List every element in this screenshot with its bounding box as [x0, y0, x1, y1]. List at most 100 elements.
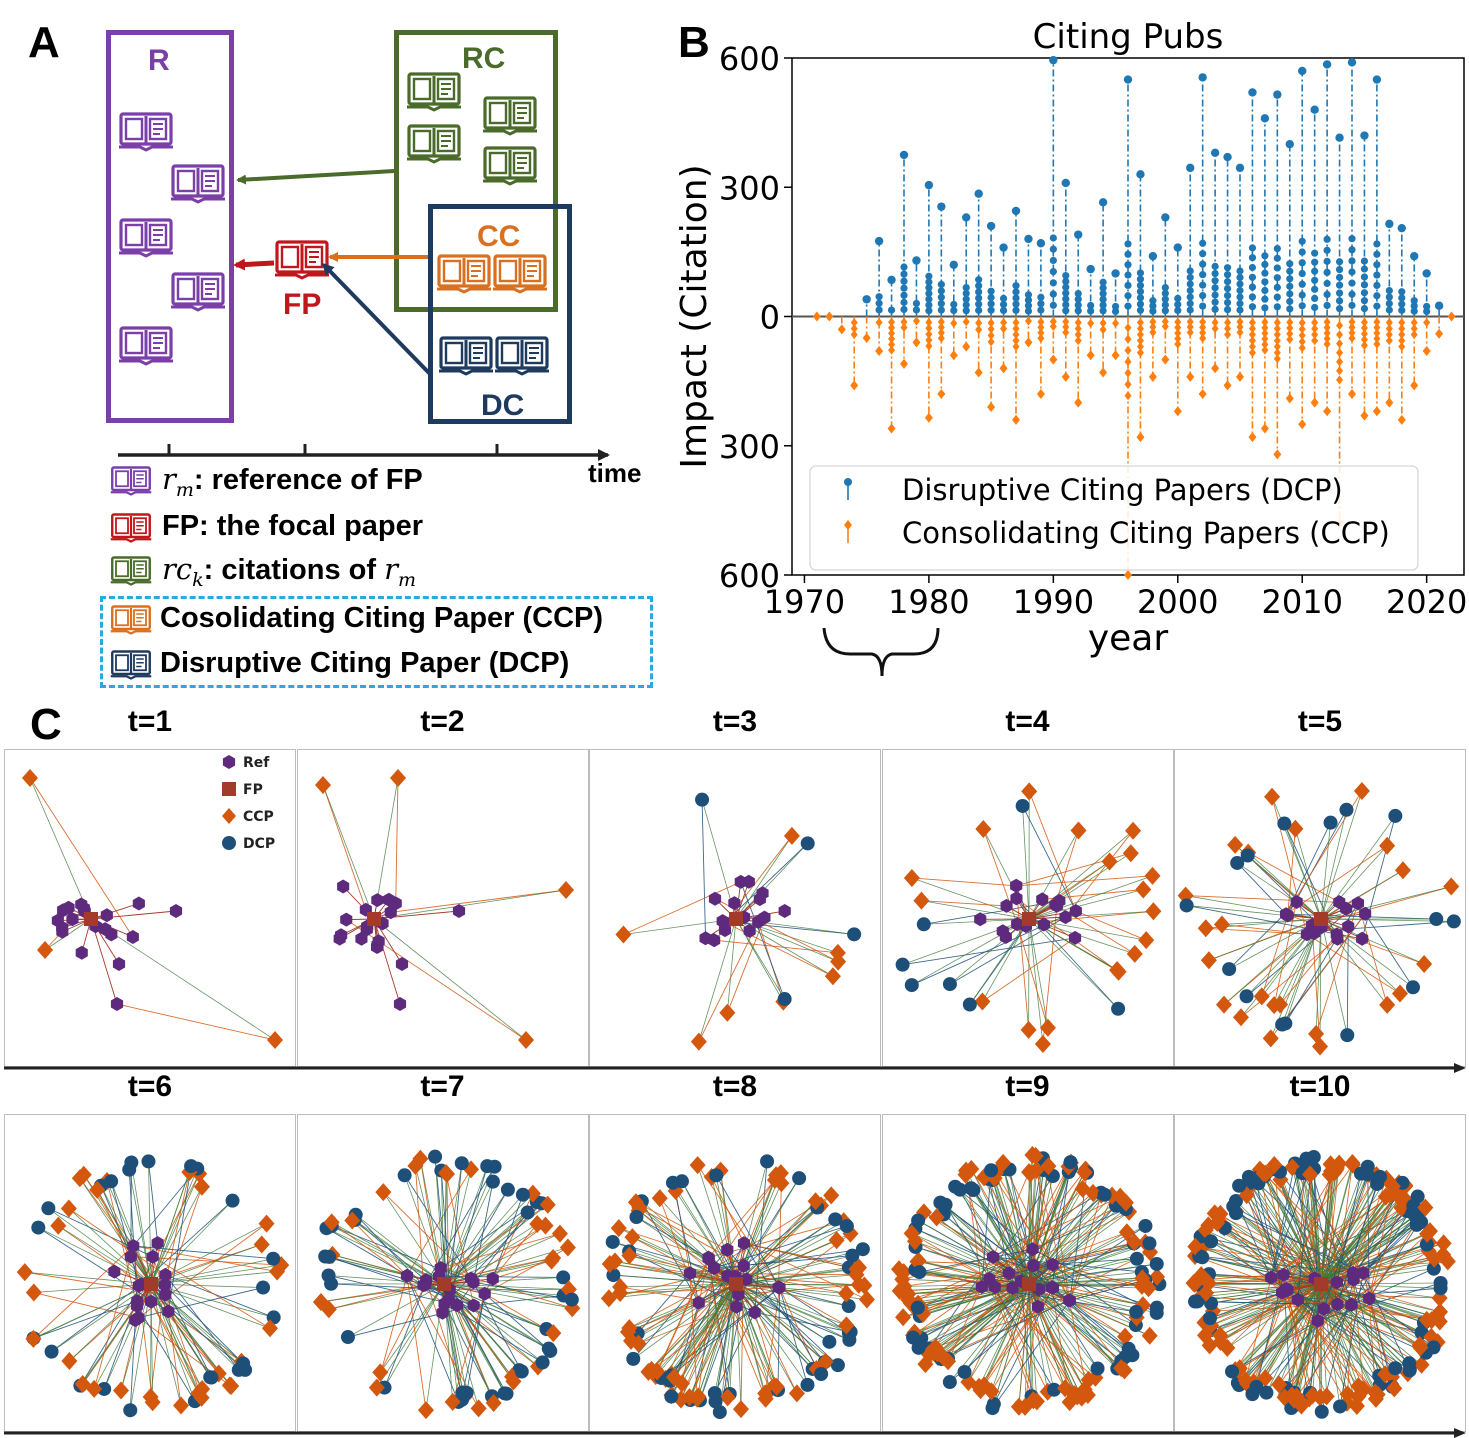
ccp-node: [838, 1316, 855, 1335]
reference-node: [1363, 1291, 1376, 1306]
ccp-node: [858, 1290, 875, 1309]
ccp-node: [113, 1381, 130, 1400]
network-graph: [314, 769, 574, 1049]
focal-paper-node: [729, 912, 743, 926]
dcp-marker: [1323, 268, 1331, 276]
dcp-marker: [1360, 297, 1369, 305]
citation-edge: [33, 1283, 152, 1340]
dcp-point: [1161, 213, 1170, 222]
dcp-point: [1410, 251, 1419, 261]
ccp-node: [772, 1164, 789, 1183]
ccp-marker: [1398, 336, 1406, 346]
ccp-node: [914, 1304, 931, 1323]
citation-edge: [911, 918, 1029, 986]
legend-label: DCP: [243, 836, 275, 852]
citation-edge: [1028, 1283, 1126, 1358]
reference-node: [1277, 1267, 1290, 1282]
dcp-marker: [1273, 244, 1281, 253]
citation-edge: [1028, 830, 1133, 920]
citation-edge: [1271, 796, 1308, 935]
ccp-node: [1423, 1327, 1440, 1346]
citation-edge: [735, 1283, 847, 1326]
reference-node: [132, 1310, 145, 1325]
ccp-marker: [1336, 330, 1344, 340]
citation-edge: [990, 1283, 1029, 1392]
book-icon: [494, 336, 550, 376]
ccp-node: [544, 1248, 561, 1267]
dcp-node: [1149, 1256, 1164, 1271]
ccp-node: [1255, 1164, 1272, 1183]
ccp-marker: [1012, 330, 1020, 340]
citation-edge: [735, 843, 808, 920]
dcp-marker: [1298, 237, 1306, 245]
dcp-marker: [1062, 271, 1070, 280]
dcp-marker: [975, 300, 983, 308]
dcp-marker: [1024, 307, 1033, 315]
ccp-node: [1350, 1377, 1367, 1396]
ccp-node: [89, 1180, 106, 1199]
reference-node: [743, 923, 756, 938]
book-icon: [170, 272, 226, 312]
ccp-point: [875, 345, 884, 356]
ccp-node: [651, 1189, 668, 1208]
citation-edge: [79, 1178, 152, 1285]
ccp-node: [920, 1345, 937, 1364]
ccp-marker: [975, 325, 983, 335]
ccp-point: [1036, 389, 1045, 400]
reference-node: [75, 897, 88, 912]
citation-edge: [1219, 1283, 1322, 1336]
citation-edge: [1311, 925, 1321, 1047]
ccp-point: [1148, 371, 1157, 382]
citation-edge: [419, 1158, 440, 1277]
citation-edge: [33, 1245, 134, 1340]
dcp-marker: [1099, 278, 1107, 286]
citation-edge: [483, 1293, 551, 1352]
dcp-point: [887, 275, 896, 285]
dcp-node: [800, 1377, 815, 1392]
ccp-node: [972, 1381, 989, 1400]
citation-edge: [347, 1305, 474, 1338]
dcp-marker: [1385, 306, 1393, 314]
dcp-marker: [1261, 295, 1269, 303]
dcp-marker: [1012, 300, 1020, 308]
ccp-marker: [1323, 317, 1331, 327]
dcp-marker: [1248, 244, 1257, 252]
network-snapshot: [881, 1114, 1174, 1432]
ccp-node: [842, 1224, 859, 1243]
dcp-marker: [987, 287, 995, 295]
dcp-point: [1223, 152, 1232, 162]
ccp-node: [1134, 1296, 1151, 1315]
dcp-node: [44, 1344, 59, 1359]
ccp-marker: [1273, 318, 1281, 328]
focal-paper-node: [1021, 912, 1036, 926]
ccp-marker: [1012, 324, 1020, 334]
citation-edge: [347, 1283, 444, 1338]
dcp-marker: [1161, 295, 1169, 303]
ccp-marker: [1385, 318, 1393, 328]
ccp-point: [1061, 371, 1070, 382]
citation-edge: [1285, 1169, 1337, 1289]
reference-node: [450, 1298, 463, 1313]
ccp-node: [557, 881, 574, 899]
focal-paper-node: [1314, 1277, 1328, 1291]
dcp-marker: [950, 300, 958, 309]
ccp-point: [1173, 406, 1182, 417]
ccp-node: [528, 1214, 545, 1233]
ccp-marker: [1261, 323, 1269, 333]
ccp-node: [470, 1399, 487, 1418]
citation-edge: [963, 1283, 1029, 1373]
ccp-node: [621, 1319, 638, 1338]
ccp-node: [1196, 1313, 1213, 1332]
legend-label: FP: [243, 782, 263, 798]
ccp-node: [1034, 1034, 1051, 1053]
citation-edge: [1320, 1169, 1337, 1285]
dcp-marker: [1049, 279, 1057, 287]
citation-edge: [152, 1256, 271, 1329]
citation-edge: [164, 1284, 244, 1364]
citation-edge: [970, 1188, 1029, 1285]
dcp-marker: [1373, 302, 1381, 310]
citation-edge: [443, 1257, 553, 1285]
reference-node: [112, 957, 126, 971]
citation-edge: [698, 921, 759, 1042]
ccp-point: [999, 363, 1008, 374]
